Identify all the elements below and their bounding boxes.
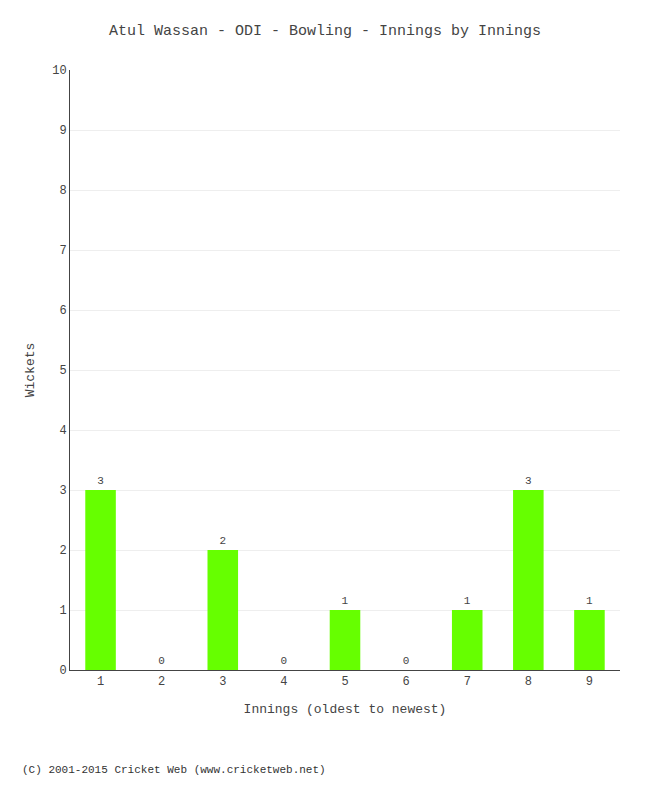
svg-text:10: 10 (52, 64, 66, 78)
svg-text:0: 0 (281, 655, 288, 667)
svg-text:7: 7 (464, 675, 471, 689)
svg-text:4: 4 (280, 675, 287, 689)
svg-text:1: 1 (464, 595, 471, 607)
svg-text:2: 2 (158, 675, 165, 689)
svg-text:8: 8 (59, 184, 66, 198)
svg-text:Innings (oldest to newest): Innings (oldest to newest) (244, 702, 447, 717)
svg-text:7: 7 (59, 244, 66, 258)
svg-text:1: 1 (342, 595, 349, 607)
svg-text:4: 4 (59, 424, 66, 438)
svg-text:1: 1 (97, 675, 104, 689)
svg-text:9: 9 (586, 675, 593, 689)
svg-text:0: 0 (59, 664, 66, 678)
svg-text:2: 2 (219, 535, 226, 547)
svg-text:1: 1 (59, 604, 66, 618)
svg-text:Atul Wassan - ODI - Bowling -: Atul Wassan - ODI - Bowling - Innings by… (109, 23, 541, 40)
svg-text:8: 8 (525, 675, 532, 689)
svg-text:3: 3 (97, 475, 104, 487)
svg-text:0: 0 (158, 655, 165, 667)
svg-text:1: 1 (586, 595, 593, 607)
svg-text:0: 0 (403, 655, 410, 667)
svg-text:3: 3 (219, 675, 226, 689)
svg-text:3: 3 (525, 475, 532, 487)
svg-text:2: 2 (59, 544, 66, 558)
svg-text:5: 5 (341, 675, 348, 689)
svg-text:6: 6 (59, 304, 66, 318)
svg-text:(C) 2001-2015 Cricket Web (www: (C) 2001-2015 Cricket Web (www.cricketwe… (22, 764, 326, 776)
svg-text:5: 5 (59, 364, 66, 378)
svg-text:9: 9 (59, 124, 66, 138)
svg-text:3: 3 (59, 484, 66, 498)
svg-text:6: 6 (403, 675, 410, 689)
svg-text:Wickets: Wickets (23, 343, 38, 398)
